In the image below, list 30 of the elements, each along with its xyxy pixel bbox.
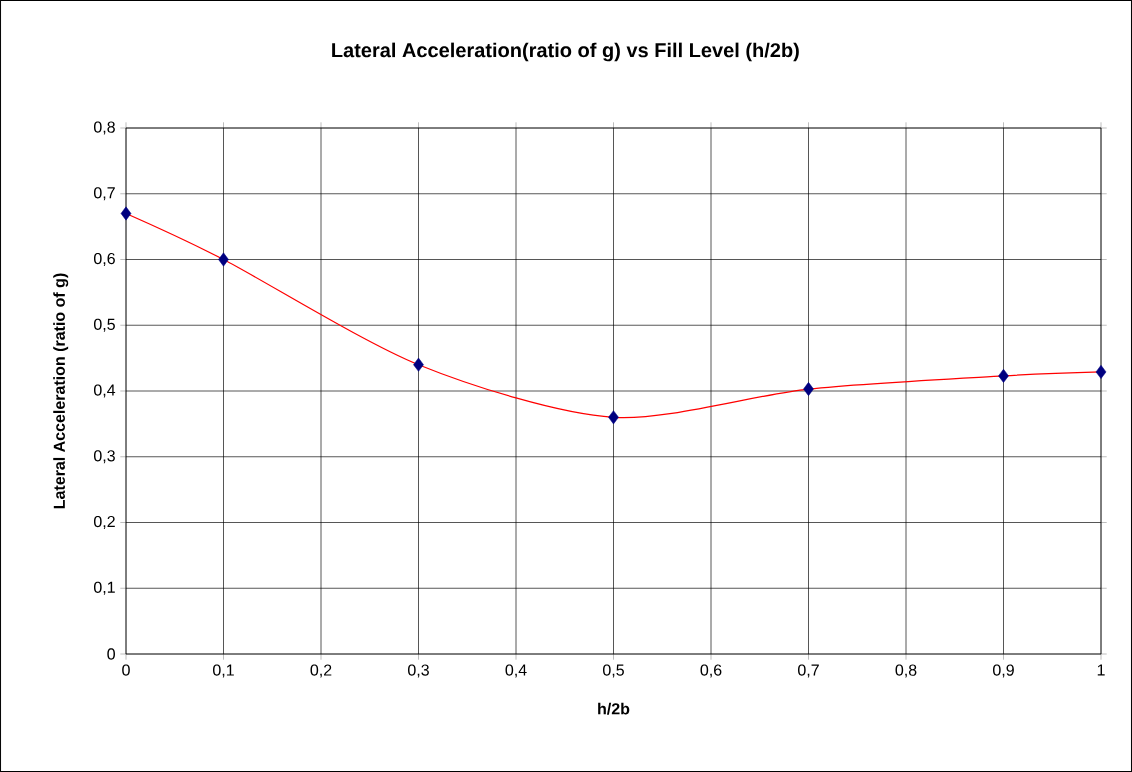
y-tick-label: 0,6 [93, 252, 115, 267]
x-tick-label: 0,8 [895, 664, 917, 678]
point [608, 410, 619, 425]
point [803, 382, 814, 396]
y-tick-label: 0,8 [93, 121, 115, 135]
y-tick-label: 0,5 [93, 318, 115, 332]
x-axis-title: h/2b [598, 702, 630, 715]
x-tick-label: 0 [122, 664, 130, 676]
x-tick-label: 1 [1097, 664, 1105, 676]
x-tick-label: 0,6 [700, 664, 722, 678]
y-tick-label: 0 [107, 648, 115, 660]
x-tick-label: 0,1 [213, 664, 234, 678]
y-axis-title: Lateral Acceleration (ratio of g) [53, 273, 69, 509]
y-tick-label: 0,1 [93, 581, 115, 595]
y-tick-label: 0,4 [93, 384, 116, 398]
y-tick-label: 0,3 [93, 450, 115, 464]
point [998, 368, 1009, 383]
point [120, 206, 132, 221]
x-tick-label: 0,4 [505, 664, 527, 678]
point [413, 357, 424, 372]
y-tick-label: 0,2 [93, 515, 115, 530]
point [218, 252, 229, 267]
x-tick-label: 0,3 [408, 664, 429, 678]
x-tick-label: 0,2 [310, 664, 332, 678]
x-tick-label: 0,5 [603, 664, 624, 678]
point [1095, 365, 1107, 379]
x-tick-label: 0,9 [993, 664, 1014, 678]
y-tick-label: 0,7 [93, 187, 115, 201]
chart-title: Lateral Acceleration(ratio of g) vs Fill Level (h/2b) [332, 42, 799, 62]
x-tick-label: 0,7 [798, 664, 819, 678]
